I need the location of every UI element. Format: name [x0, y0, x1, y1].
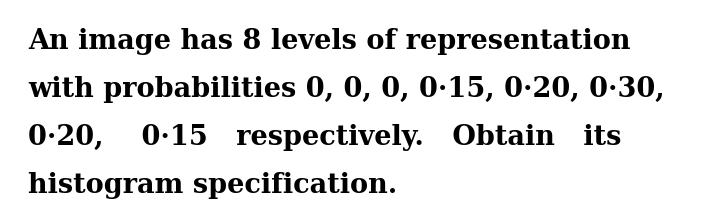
Text: 0·20,    0·15   respectively.   Obtain   its: 0·20, 0·15 respectively. Obtain its: [28, 123, 622, 150]
Text: histogram specification.: histogram specification.: [28, 171, 397, 198]
Text: An image has 8 levels of representation: An image has 8 levels of representation: [28, 28, 631, 55]
Text: with probabilities 0, 0, 0, 0·15, 0·20, 0·30,: with probabilities 0, 0, 0, 0·15, 0·20, …: [28, 76, 664, 102]
